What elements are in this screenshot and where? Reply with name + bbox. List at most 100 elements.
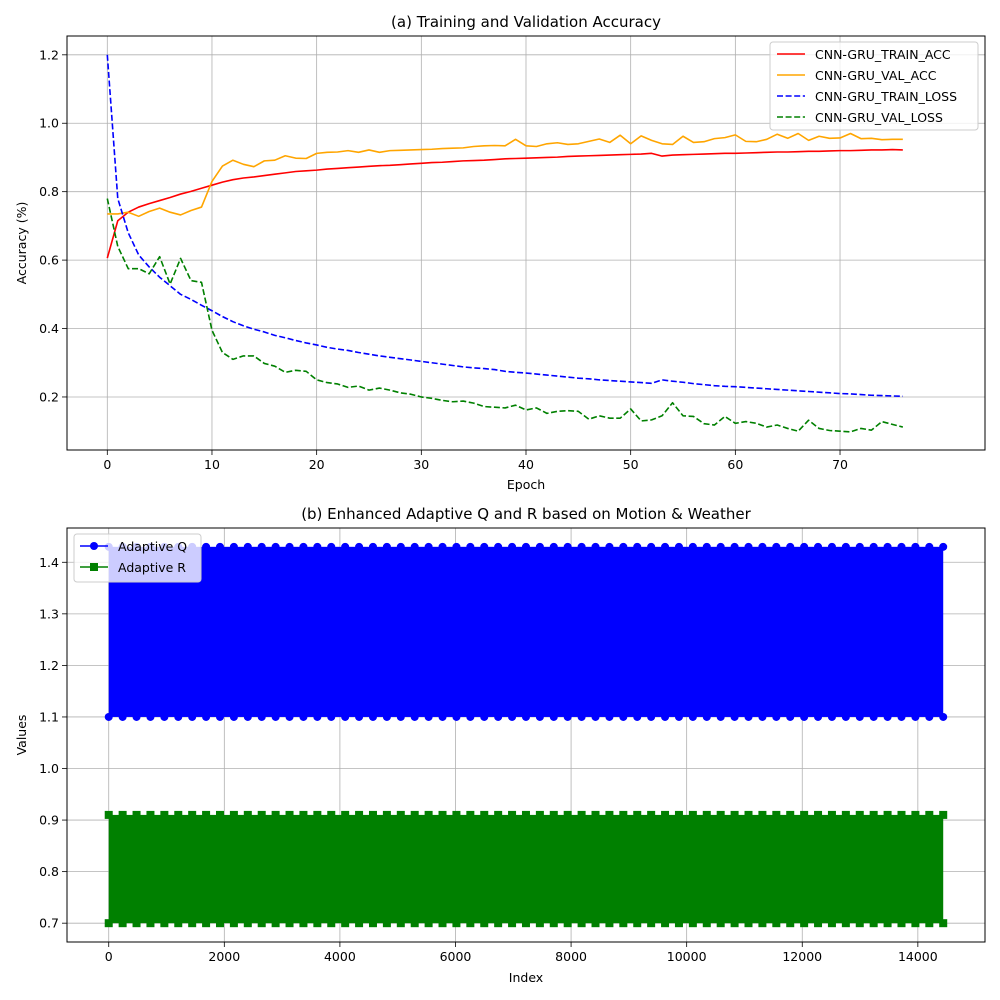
series-marker-r [855,919,864,928]
series-marker-q [494,542,503,551]
series-marker-r [591,919,600,928]
series-marker-q [814,542,823,551]
series-marker-q [786,542,795,551]
b-y-tick-label: 1.0 [39,761,59,776]
a-x-tick-label: 30 [413,457,429,472]
series-marker-q [382,542,391,551]
series-marker-r [869,919,878,928]
series-marker-q [494,712,503,721]
series-marker-r [104,919,113,928]
series-marker-q [118,712,127,721]
series-marker-r [883,810,892,819]
subplot-a-legend: CNN-GRU_TRAIN_ACC CNN-GRU_VAL_ACC CNN-GR… [769,41,979,131]
series-band-adaptive-q [108,546,944,717]
series-marker-q [355,712,364,721]
series-marker-q [827,542,836,551]
series-marker-r [452,810,461,819]
series-marker-r [577,919,586,928]
series-marker-q [591,542,600,551]
series-marker-r [229,810,238,819]
series-marker-r [118,810,127,819]
series-marker-q [855,542,864,551]
subplot-a-x-ticks: 0 10 20 30 40 50 60 70 [103,450,848,472]
series-marker-r [897,919,906,928]
series-marker-q [702,712,711,721]
series-marker-q [855,712,864,721]
series-marker-q [661,712,670,721]
series-marker-r [299,810,308,819]
series-marker-r [118,919,127,928]
series-marker-q [869,542,878,551]
series-marker-q [619,712,628,721]
series-marker-q [521,542,530,551]
series-marker-r [661,919,670,928]
series-marker-q [911,712,920,721]
series-marker-q [633,712,642,721]
subplot-b-y-ticks: 0.7 0.8 0.9 1.0 1.1 1.2 1.3 1.4 [39,555,67,931]
series-marker-q [897,712,906,721]
subplot-b: (b) Enhanced Adaptive Q and R based on M… [14,505,986,985]
series-marker-q [841,712,850,721]
series-marker-r [939,810,948,819]
series-marker-q [549,712,558,721]
series-marker-r [730,810,739,819]
series-marker-q [647,712,656,721]
series-band-adaptive-r [108,814,944,924]
series-marker-q [772,542,781,551]
series-marker-q [605,542,614,551]
series-marker-r [744,810,753,819]
series-marker-r [327,810,336,819]
b-y-tick-label: 0.9 [39,813,59,828]
series-marker-q [132,712,141,721]
series-marker-q [410,712,419,721]
series-marker-q [327,542,336,551]
b-x-tick-label: 2000 [208,949,240,964]
series-marker-r [758,919,767,928]
series-marker-q [674,712,683,721]
series-marker-r [605,919,614,928]
series-marker-q [341,542,350,551]
series-marker-q [535,712,544,721]
series-marker-r [174,810,183,819]
series-marker-r [786,919,795,928]
series-marker-q [800,712,809,721]
series-marker-r [925,919,934,928]
series-marker-r [424,810,433,819]
series-marker-r [508,919,517,928]
series-marker-q [521,712,530,721]
series-marker-q [188,712,197,721]
series-marker-r [911,919,920,928]
series-marker-r [647,919,656,928]
series-marker-r [535,810,544,819]
series-marker-r [146,919,155,928]
series-marker-q [786,712,795,721]
series-marker-r [730,919,739,928]
series-marker-r [382,919,391,928]
a-x-tick-label: 70 [832,457,848,472]
b-y-tick-label: 1.1 [39,709,59,724]
series-marker-r [716,919,725,928]
subplot-b-series [104,542,948,928]
series-marker-q [577,712,586,721]
a-x-tick-label: 50 [623,457,639,472]
series-marker-q [702,542,711,551]
series-marker-r [285,810,294,819]
series-marker-r [313,810,322,819]
legend-a-label-0: CNN-GRU_TRAIN_ACC [815,47,951,62]
series-marker-r [466,810,475,819]
series-marker-q [925,542,934,551]
b-y-tick-label: 1.3 [39,606,59,621]
series-marker-r [368,810,377,819]
a-y-tick-label: 0.4 [39,321,59,336]
series-marker-q [688,542,697,551]
series-marker-q [215,712,224,721]
series-marker-r [605,810,614,819]
series-marker-r [355,810,364,819]
series-marker-q [160,712,169,721]
series-line-cnn-gru-val-loss [106,198,904,433]
subplot-a-y-axis-label: Accuracy (%) [14,202,29,285]
series-marker-q [299,542,308,551]
subplot-a-series [106,54,904,433]
a-y-tick-label: 0.2 [39,389,59,404]
